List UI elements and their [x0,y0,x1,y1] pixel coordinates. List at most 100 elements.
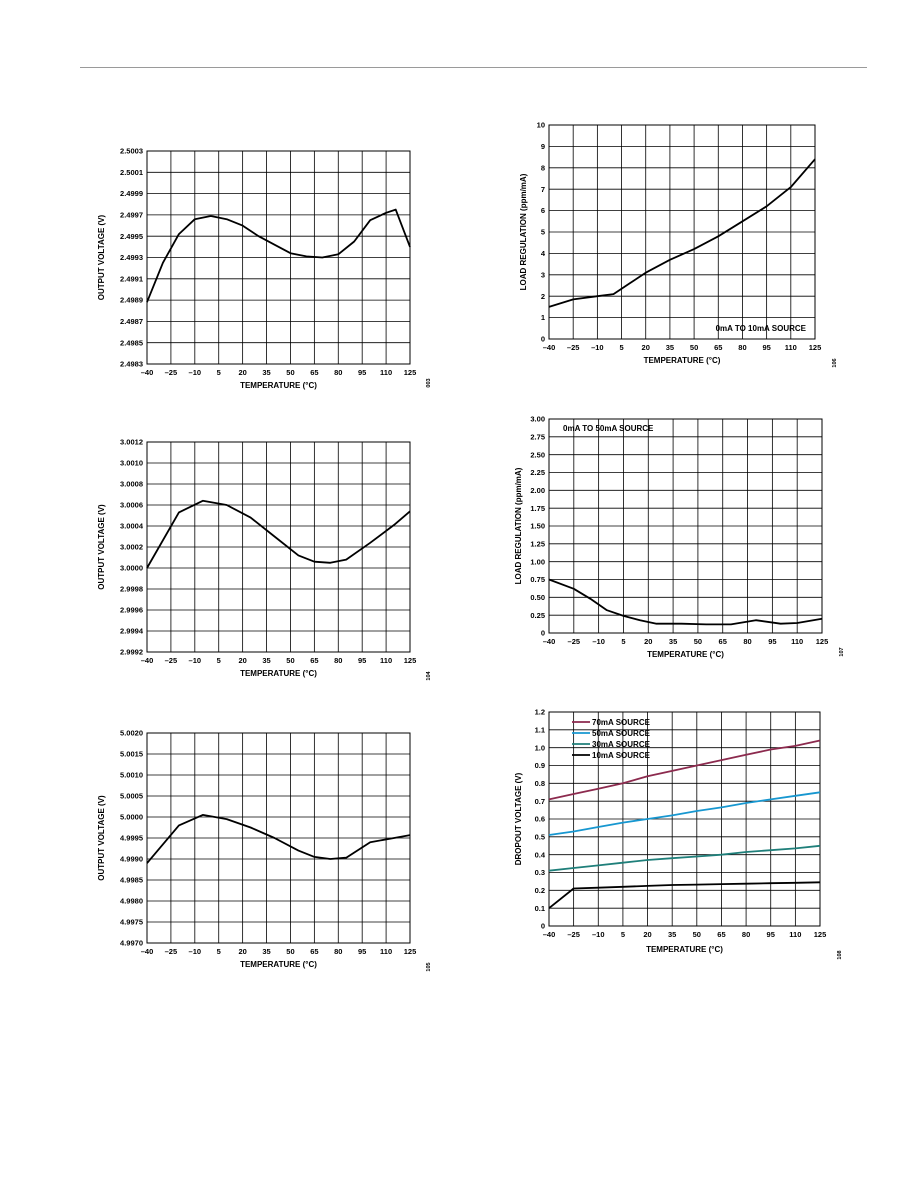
y-tick-label: 7 [541,185,545,194]
chart-5: –40 –25 –10 5 20 35 50 65 80 95 110 125 0 0.25 0.50 0.7… [514,415,845,659]
y-tick-label: 2.50 [530,450,545,459]
figure-id: 104 [426,670,432,680]
x-tick-label: –40 [141,947,154,956]
series-line [548,158,816,308]
y-axis-label: OUTPUT VOLTAGE (V) [97,795,106,881]
y-tick-label: 6 [541,206,545,215]
y-tick-label: 0.25 [530,611,545,620]
legend-label: 50mA SOURCE [592,729,651,738]
y-axis-label: LOAD REGULATION (ppm/mA) [519,173,528,290]
plot-frame [548,124,816,340]
y-tick-label: 2.75 [530,432,545,441]
y-tick-label: 4.9980 [120,897,143,906]
y-tick-label: 0.9 [535,761,545,770]
x-tick-label: 5 [619,343,623,352]
y-tick-label: 0.5 [535,832,545,841]
y-tick-label: 0.2 [535,886,545,895]
x-tick-label: 110 [380,947,392,956]
plot-frame [548,418,823,634]
y-tick-label: 1.2 [535,708,545,717]
x-tick-label: 50 [694,637,702,646]
y-tick-label: 1.00 [530,557,545,566]
plot-frame [146,732,411,944]
x-tick-label: 95 [358,947,366,956]
x-tick-label: 20 [644,637,652,646]
x-tick-label: 65 [719,637,727,646]
x-tick-label: 125 [404,947,417,956]
x-tick-label: 5 [621,637,625,646]
x-tick-label: 50 [693,930,701,939]
series-line [548,881,821,909]
x-tick-label: 35 [262,656,270,665]
y-tick-label: 1 [541,313,545,322]
y-tick-label: 5.0015 [120,750,143,759]
y-axis-label: OUTPUT VOLTAGE (V) [97,214,106,300]
y-tick-label: 1.50 [530,522,545,531]
y-tick-label: 2.4993 [120,253,143,262]
x-tick-label: 5 [217,947,221,956]
x-tick-label: –10 [591,343,604,352]
x-tick-label: 80 [334,947,342,956]
x-tick-label: 110 [380,368,392,377]
y-tick-label: 4.9970 [120,939,143,948]
x-tick-label: –40 [543,637,556,646]
y-tick-label: 5.0005 [120,792,143,801]
y-tick-label: 0.4 [535,850,546,859]
x-tick-label: 110 [380,656,392,665]
x-tick-label: 20 [238,656,246,665]
chart-2: –40 –25 –10 5 20 35 50 65 80 95 110 125 2.9992 2.9994… [97,438,432,681]
x-tick-label: –25 [165,368,178,377]
y-tick-label: 0 [541,335,545,344]
x-tick-label: 95 [358,656,366,665]
x-tick-label: 50 [690,343,698,352]
y-tick-label: 1.75 [530,504,545,513]
x-axis-label: TEMPERATURE (°C) [646,945,723,954]
x-tick-label: –40 [543,930,556,939]
x-tick-label: 20 [238,947,246,956]
y-tick-label: 2.4989 [120,296,143,305]
legend-label: 70mA SOURCE [592,718,651,727]
y-tick-label: 3.0000 [120,564,143,573]
y-tick-label: 4 [541,249,546,258]
x-tick-label: 110 [785,343,797,352]
x-tick-label: –25 [567,930,580,939]
x-tick-label: 5 [621,930,625,939]
y-tick-label: 2.4991 [120,274,143,283]
x-tick-label: 125 [814,930,827,939]
y-tick-label: 4.9990 [120,855,143,864]
y-tick-label: 0 [541,922,545,931]
x-tick-label: 20 [642,343,650,352]
x-tick-label: 5 [217,656,221,665]
x-tick-label: 80 [334,656,342,665]
series-line [548,578,823,626]
x-tick-label: 65 [310,368,318,377]
x-tick-label: 35 [262,368,270,377]
x-tick-label: 50 [286,656,294,665]
y-tick-label: 3.0012 [120,438,143,447]
x-tick-label: 80 [738,343,746,352]
x-tick-label: –10 [189,656,202,665]
plot-frame [146,150,411,365]
x-tick-label: 95 [767,930,775,939]
y-axis-label: LOAD REGULATION (ppm/mA) [514,467,523,584]
series-line [146,499,411,569]
x-tick-label: –40 [543,343,556,352]
y-tick-label: 1.1 [535,725,545,734]
legend-label: 30mA SOURCE [592,740,651,749]
y-tick-label: 2.9992 [120,648,143,657]
y-tick-label: 0.1 [535,904,545,913]
x-tick-label: 125 [809,343,822,352]
x-axis-label: TEMPERATURE (°C) [644,356,721,365]
x-tick-label: 35 [666,343,674,352]
figure-id: 003 [426,378,432,387]
x-tick-label: –25 [568,637,581,646]
x-tick-label: 95 [358,368,366,377]
chart-1: –40 –25 –10 5 20 35 50 65 80 95 110 125 2.4983 2.4985… [97,147,432,390]
y-tick-label: 4.9995 [120,834,143,843]
x-tick-label: 125 [816,637,829,646]
y-tick-label: 2.5001 [120,168,143,177]
x-tick-label: 125 [404,656,417,665]
y-tick-label: 2.5003 [120,147,143,156]
plot-frame [146,441,411,653]
x-tick-label: 5 [217,368,221,377]
